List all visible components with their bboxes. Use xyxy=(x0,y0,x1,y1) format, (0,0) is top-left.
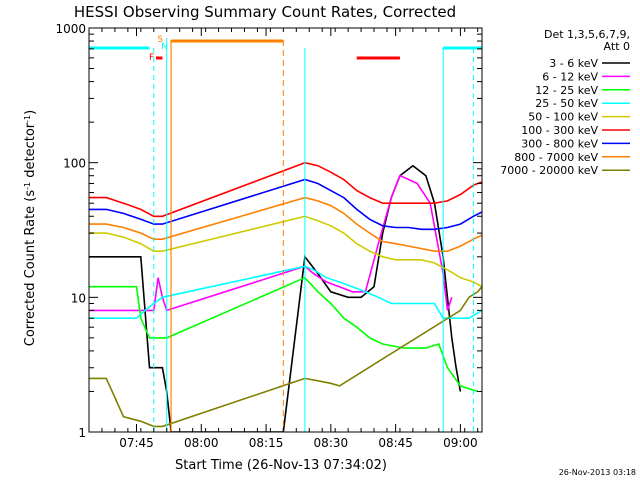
series-line-25-50-kev xyxy=(89,265,482,319)
timestamp: 26-Nov-2013 03:18 xyxy=(559,468,636,477)
legend-label-12-25-kev: 12 - 25 keV xyxy=(535,84,598,97)
y-axis-label-end: ) xyxy=(23,110,38,115)
y-axis-label-sup2: -1 xyxy=(23,115,32,123)
series-line-7000-20000-kev xyxy=(89,286,482,428)
x-tick-label: 08:30 xyxy=(314,436,349,450)
x-tick-label: 07:45 xyxy=(119,436,154,450)
y-axis-label-main: Corrected Count Rate (s xyxy=(23,190,38,347)
legend-label-7000-20000-kev: 7000 - 20000 keV xyxy=(500,164,598,177)
series-line-800-7000-kev xyxy=(89,196,482,252)
series-line-3-6-kev xyxy=(89,164,462,432)
chart-title: HESSI Observing Summary Count Rates, Cor… xyxy=(74,3,456,21)
x-tick-label: 09:00 xyxy=(443,436,478,450)
legend-header-line-2: Att 0 xyxy=(604,40,630,53)
y-axis-label-sup1: -1 xyxy=(23,182,32,190)
legend-label-50-100-kev: 50 - 100 keV xyxy=(528,111,598,124)
y-tick-label: 10 xyxy=(71,291,86,305)
series-line-12-25-kev xyxy=(89,276,478,393)
flare-flag-label: F xyxy=(149,53,154,63)
legend-label-800-7000-kev: 800 - 7000 keV xyxy=(514,151,598,164)
y-tick-label: 1 xyxy=(78,426,86,440)
legend-header-line-1: Det 1,3,5,6,7,9, xyxy=(544,28,630,41)
x-tick-label: 08:15 xyxy=(249,436,284,450)
x-tick-label: 08:00 xyxy=(184,436,219,450)
x-tick-label: 08:45 xyxy=(378,436,413,450)
legend-label-25-50-kev: 25 - 50 keV xyxy=(535,97,598,110)
series-line-6-12-kev xyxy=(89,174,453,312)
y-axis-label: Corrected Count Rate (s-1 detector-1) xyxy=(23,110,39,346)
y-tick-label: 1000 xyxy=(55,22,86,36)
series-line-100-300-kev xyxy=(89,161,482,218)
legend-label-3-6-kev: 3 - 6 keV xyxy=(549,57,598,70)
night-flag-label: N xyxy=(161,42,168,52)
legend-label-300-800-kev: 300 - 800 keV xyxy=(521,137,598,150)
x-axis-label: Start Time (26-Nov-13 07:34:02) xyxy=(175,458,387,473)
plot-frame xyxy=(88,27,483,433)
y-tick-label: 100 xyxy=(63,157,86,171)
saa-flag-label: S xyxy=(157,35,163,45)
y-axis-label-mid: detector xyxy=(23,122,38,182)
legend-label-6-12-kev: 6 - 12 keV xyxy=(542,70,598,83)
series-line-50-100-kev xyxy=(89,215,482,288)
legend-label-100-300-kev: 100 - 300 keV xyxy=(521,124,598,137)
